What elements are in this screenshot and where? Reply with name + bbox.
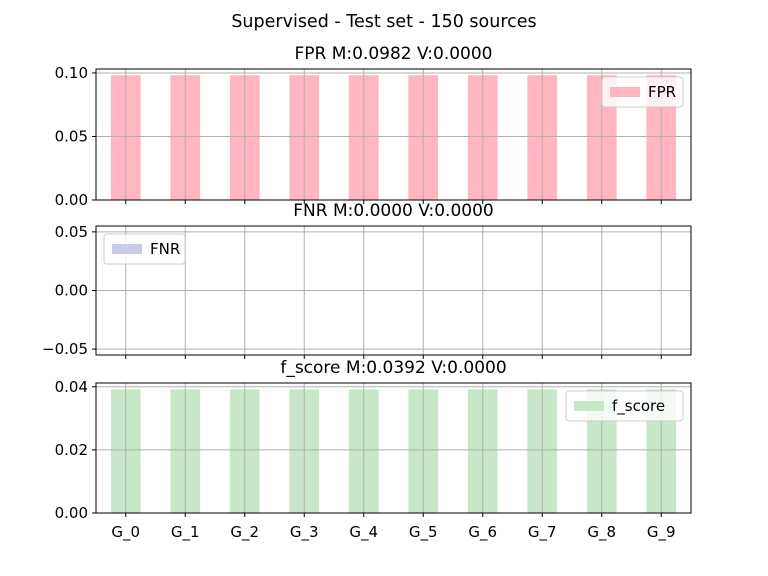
y-tick-label: 0.02 <box>55 441 88 459</box>
y-tick-label: 0.00 <box>55 191 88 209</box>
x-tick-label: G_4 <box>349 523 378 542</box>
x-tick-label: G_2 <box>230 523 259 542</box>
x-tick-label: G_3 <box>290 523 319 542</box>
axes-frame <box>95 225 692 356</box>
axes-frame <box>95 382 692 514</box>
panel-title: f_score M:0.0392 V:0.0000 <box>280 358 506 378</box>
y-tick-label: 0.00 <box>55 282 88 300</box>
y-tick-label: 0.00 <box>55 504 88 522</box>
x-tick-label: G_8 <box>587 523 616 542</box>
legend-box <box>103 233 186 265</box>
y-tick-label: 0.04 <box>55 378 88 396</box>
legend: FNR <box>103 233 186 265</box>
x-tick-label: G_5 <box>409 523 438 542</box>
legend-swatch <box>610 87 640 97</box>
legend: FPR <box>601 76 684 108</box>
legend-swatch <box>574 401 604 411</box>
panel-2: f_score M:0.0392 V:0.0000 0.00 0.02 0.04 G_0… <box>55 358 692 542</box>
legend-label: f_score <box>612 397 665 416</box>
figure-suptitle: Supervised - Test set - 150 sources <box>231 12 536 32</box>
panel-1: FNR M:0.0000 V:0.0000 −0.05 0.00 0.05 FNR <box>42 201 692 359</box>
panel-title: FPR M:0.0982 V:0.0000 <box>295 44 493 64</box>
y-tick-label: 0.05 <box>55 223 88 241</box>
panel-0: FPR M:0.0982 V:0.0000 0.00 0.05 0.10 FPR <box>55 44 692 209</box>
y-tick-label: −0.05 <box>42 340 88 358</box>
y-tick-label: 0.05 <box>55 127 88 145</box>
legend-swatch <box>112 244 142 254</box>
legend-label: FPR <box>648 83 676 101</box>
legend-box <box>601 76 684 108</box>
x-tick-label: G_6 <box>468 523 497 542</box>
x-tick-label: G_7 <box>528 523 557 542</box>
x-tick-label: G_9 <box>647 523 676 542</box>
x-tick-label: G_1 <box>171 523 200 542</box>
x-tick-label: G_0 <box>111 523 140 542</box>
legend-box <box>565 390 684 422</box>
panel-title: FNR M:0.0000 V:0.0000 <box>293 201 493 221</box>
legend-label: FNR <box>150 240 180 258</box>
legend: f_score <box>565 390 684 422</box>
axes-frame <box>95 68 692 201</box>
y-tick-label: 0.10 <box>55 64 88 82</box>
